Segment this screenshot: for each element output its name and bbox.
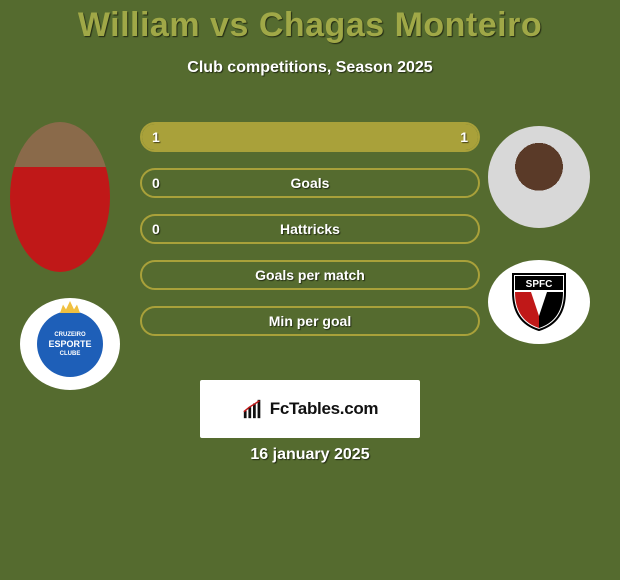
title-vs: vs — [210, 6, 249, 44]
stat-value-right: 1 — [460, 129, 468, 145]
player2-avatar — [488, 126, 590, 228]
bar-chart-icon — [242, 398, 264, 420]
stat-label: Hattricks — [142, 221, 478, 237]
branding-box: FcTables.com — [200, 380, 420, 438]
stat-label: Min per goal — [142, 313, 478, 329]
date-label: 16 january 2025 — [0, 446, 620, 464]
stat-row: 1Matches1 — [140, 122, 480, 152]
shield-icon: SPFC — [511, 272, 567, 332]
stat-value-left: 1 — [152, 129, 160, 145]
club2-label: SPFC — [526, 279, 553, 290]
crown-icon — [60, 301, 80, 313]
club1-text-bot: CLUBE — [60, 351, 81, 357]
player1-avatar — [10, 122, 110, 272]
stat-value-left: 0 — [152, 221, 160, 237]
stats-list: 1Matches10Goals0HattricksGoals per match… — [140, 122, 480, 352]
stat-value-left: 0 — [152, 175, 160, 191]
stat-label: Goals per match — [142, 267, 478, 283]
branding-text: FcTables.com — [270, 399, 379, 419]
club1-text-top: CRUZEIRO — [54, 332, 85, 338]
stat-row: 0Goals — [140, 168, 480, 198]
stat-fill-right — [310, 124, 478, 150]
title-player2: Chagas Monteiro — [259, 6, 542, 44]
title-player1: William — [78, 6, 200, 44]
stat-fill-wrap — [142, 124, 478, 150]
stat-row: Goals per match — [140, 260, 480, 290]
page-title: William vs Chagas Monteiro — [0, 0, 620, 45]
club1-text-mid: ESPORTE — [48, 340, 91, 349]
club2-badge: SPFC — [488, 260, 590, 344]
comparison-card: William vs Chagas Monteiro Club competit… — [0, 0, 620, 580]
stat-label: Goals — [142, 175, 478, 191]
stat-fill-left — [142, 124, 310, 150]
stat-row: 0Hattricks — [140, 214, 480, 244]
club1-badge: CRUZEIRO ESPORTE CLUBE — [20, 298, 120, 390]
subtitle: Club competitions, Season 2025 — [0, 59, 620, 77]
stat-row: Min per goal — [140, 306, 480, 336]
